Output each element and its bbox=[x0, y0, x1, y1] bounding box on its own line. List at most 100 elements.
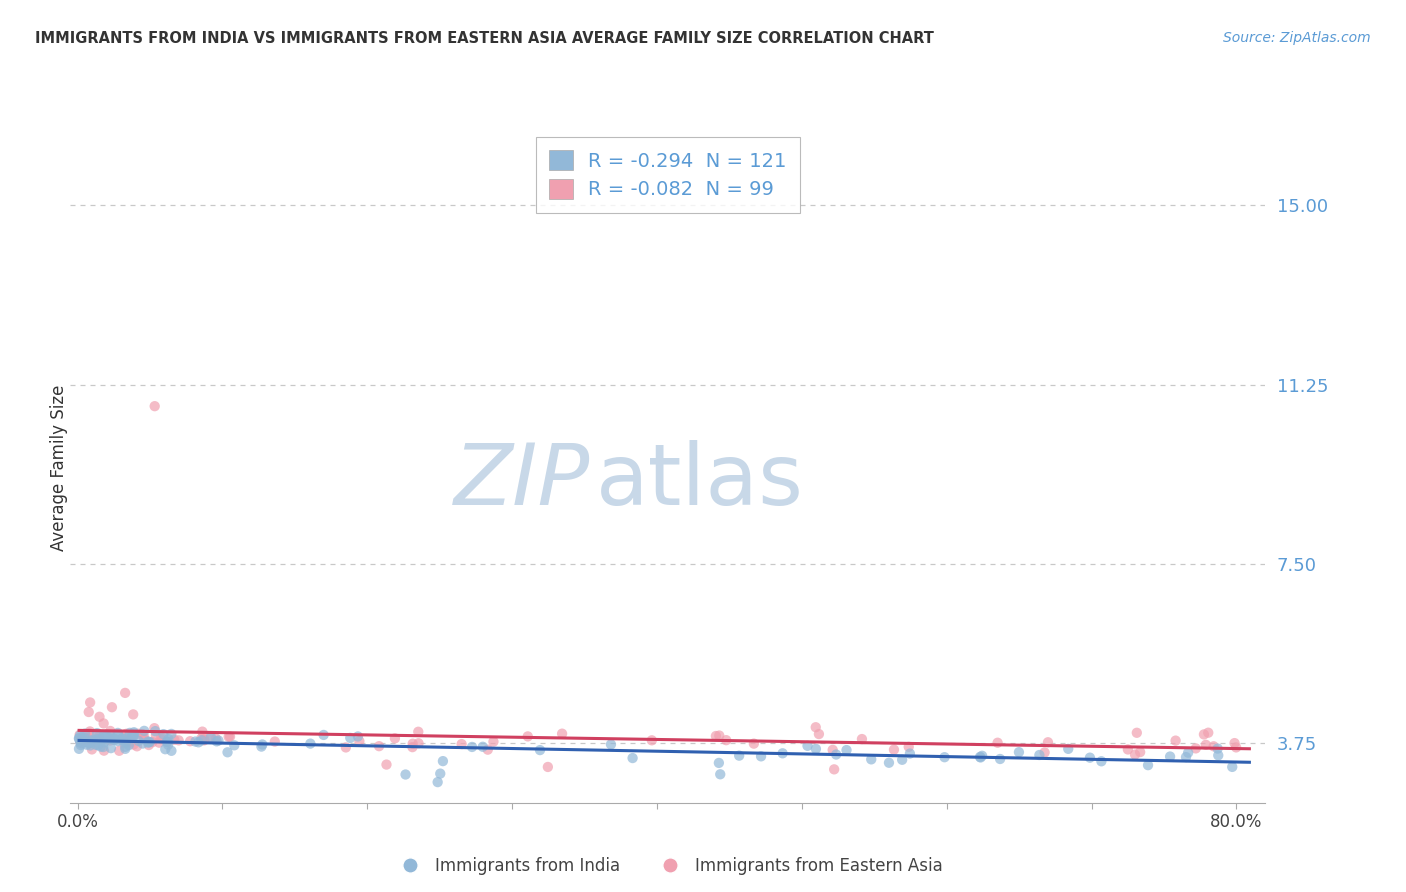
Point bbox=[1126, 726, 1149, 740]
Point bbox=[987, 736, 1010, 750]
Point bbox=[1202, 739, 1225, 754]
Point bbox=[969, 750, 991, 764]
Point bbox=[1195, 738, 1218, 752]
Point bbox=[115, 727, 138, 741]
Point bbox=[150, 731, 173, 746]
Point bbox=[115, 735, 138, 749]
Point bbox=[1223, 736, 1246, 750]
Point bbox=[84, 738, 107, 752]
Point bbox=[157, 738, 180, 752]
Point bbox=[152, 727, 174, 741]
Point bbox=[138, 738, 160, 752]
Point bbox=[191, 724, 214, 739]
Point bbox=[134, 723, 156, 738]
Point bbox=[87, 730, 110, 744]
Point bbox=[122, 738, 145, 752]
Point bbox=[471, 739, 494, 754]
Point bbox=[537, 760, 560, 774]
Point bbox=[73, 735, 96, 749]
Point bbox=[167, 733, 190, 747]
Point bbox=[103, 732, 125, 747]
Point bbox=[207, 733, 229, 747]
Point bbox=[1008, 745, 1031, 759]
Point bbox=[877, 756, 900, 770]
Point bbox=[312, 728, 335, 742]
Point bbox=[127, 727, 149, 741]
Point bbox=[198, 731, 221, 745]
Point bbox=[384, 731, 406, 746]
Point bbox=[98, 723, 121, 738]
Text: Source: ZipAtlas.com: Source: ZipAtlas.com bbox=[1223, 31, 1371, 45]
Point bbox=[1028, 747, 1050, 762]
Point bbox=[79, 696, 101, 710]
Point bbox=[77, 705, 100, 719]
Point bbox=[107, 726, 129, 740]
Point bbox=[728, 748, 751, 763]
Point bbox=[347, 730, 370, 744]
Point bbox=[551, 727, 574, 741]
Point bbox=[156, 735, 179, 749]
Point bbox=[429, 766, 451, 780]
Point bbox=[835, 743, 858, 757]
Point bbox=[118, 726, 141, 740]
Point bbox=[136, 736, 159, 750]
Point bbox=[131, 727, 153, 741]
Point bbox=[707, 756, 730, 770]
Point bbox=[117, 733, 139, 747]
Point bbox=[149, 731, 172, 746]
Point bbox=[394, 767, 416, 781]
Text: atlas: atlas bbox=[596, 440, 804, 524]
Point bbox=[98, 733, 121, 747]
Point bbox=[121, 727, 143, 741]
Point bbox=[101, 732, 124, 747]
Point bbox=[193, 733, 215, 747]
Point bbox=[97, 731, 120, 746]
Point bbox=[100, 741, 122, 756]
Point bbox=[104, 732, 127, 747]
Point bbox=[86, 735, 108, 749]
Point bbox=[86, 726, 108, 740]
Point bbox=[143, 721, 166, 735]
Point bbox=[93, 716, 115, 731]
Point bbox=[804, 742, 827, 756]
Point bbox=[111, 733, 134, 747]
Point bbox=[114, 686, 136, 700]
Point bbox=[796, 739, 818, 753]
Point bbox=[205, 734, 228, 748]
Point bbox=[807, 727, 830, 741]
Point bbox=[82, 732, 104, 747]
Point bbox=[79, 736, 101, 750]
Point bbox=[402, 737, 425, 751]
Point bbox=[600, 738, 623, 752]
Point bbox=[219, 730, 242, 744]
Point bbox=[1225, 740, 1247, 755]
Point bbox=[69, 735, 91, 749]
Point bbox=[250, 739, 273, 754]
Point bbox=[205, 731, 228, 746]
Point bbox=[821, 743, 844, 757]
Point bbox=[823, 762, 845, 776]
Point bbox=[77, 726, 100, 740]
Point bbox=[187, 735, 209, 749]
Point bbox=[704, 729, 727, 743]
Point bbox=[114, 741, 136, 756]
Point bbox=[100, 730, 122, 744]
Point bbox=[69, 728, 91, 742]
Point bbox=[118, 738, 141, 752]
Point bbox=[1175, 750, 1198, 764]
Point bbox=[80, 734, 103, 748]
Point bbox=[641, 733, 664, 747]
Point bbox=[714, 733, 737, 747]
Point bbox=[969, 750, 991, 764]
Point bbox=[115, 731, 138, 746]
Point bbox=[426, 775, 449, 789]
Point bbox=[79, 724, 101, 739]
Point bbox=[91, 739, 114, 754]
Point bbox=[101, 700, 124, 714]
Point bbox=[80, 742, 103, 756]
Point bbox=[79, 732, 101, 747]
Point bbox=[70, 736, 93, 750]
Point bbox=[111, 731, 134, 745]
Point bbox=[114, 739, 136, 754]
Point bbox=[190, 731, 212, 746]
